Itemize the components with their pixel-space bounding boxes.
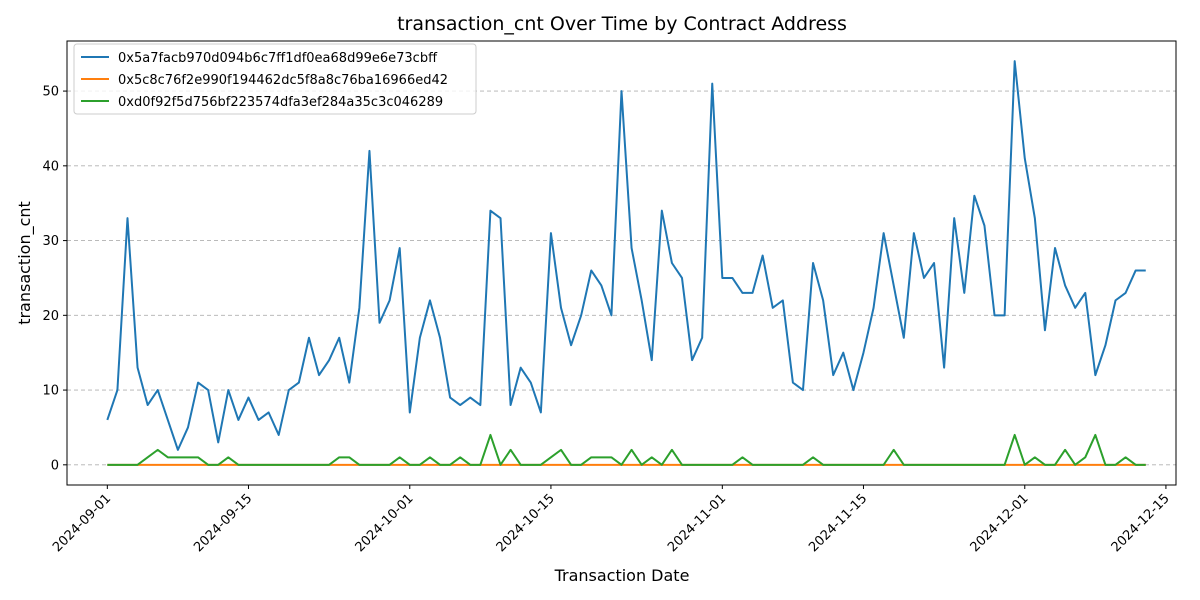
legend-label: 0x5a7facb970d094b6c7ff1df0ea68d99e6e73cb…: [118, 51, 438, 66]
y-tick-label: 10: [42, 384, 59, 399]
x-tick-label: 2024-12-15: [1109, 491, 1173, 555]
y-tick-label: 0: [51, 458, 59, 473]
series-lines: [107, 61, 1145, 465]
series-line-3: [107, 435, 1145, 465]
legend-label: 0x5c8c76f2e990f194462dc5f8a8c76ba16966ed…: [118, 73, 448, 88]
series-line-1: [107, 61, 1145, 450]
legend-label: 0xd0f92f5d756bf223574dfa3ef284a35c3c0462…: [118, 95, 443, 110]
legend: 0x5a7facb970d094b6c7ff1df0ea68d99e6e73cb…: [74, 44, 476, 114]
x-tick-label: 2024-09-15: [191, 491, 255, 555]
y-tick-label: 50: [42, 85, 59, 100]
x-tick-label: 2024-09-01: [50, 491, 114, 555]
x-tick-label: 2024-10-15: [494, 491, 558, 555]
y-axis-label: transaction_cnt: [15, 201, 35, 325]
x-axis-ticks: 2024-09-01 2024-09-15 2024-10-01 2024-10-15…: [50, 485, 1173, 555]
x-tick-label: 2024-11-15: [806, 491, 870, 555]
y-axis-ticks: 0 10 20 30 40 50: [42, 85, 67, 474]
x-tick-label: 2024-12-01: [968, 491, 1032, 555]
chart-title: transaction_cnt Over Time by Contract Ad…: [397, 13, 847, 35]
x-tick-label: 2024-10-01: [353, 491, 417, 555]
grid-lines: [67, 91, 1176, 465]
y-tick-label: 40: [42, 159, 59, 174]
x-axis-label: Transaction Date: [554, 566, 690, 585]
x-tick-label: 2024-11-01: [665, 491, 729, 555]
y-tick-label: 20: [42, 309, 59, 324]
y-tick-label: 30: [42, 234, 59, 249]
